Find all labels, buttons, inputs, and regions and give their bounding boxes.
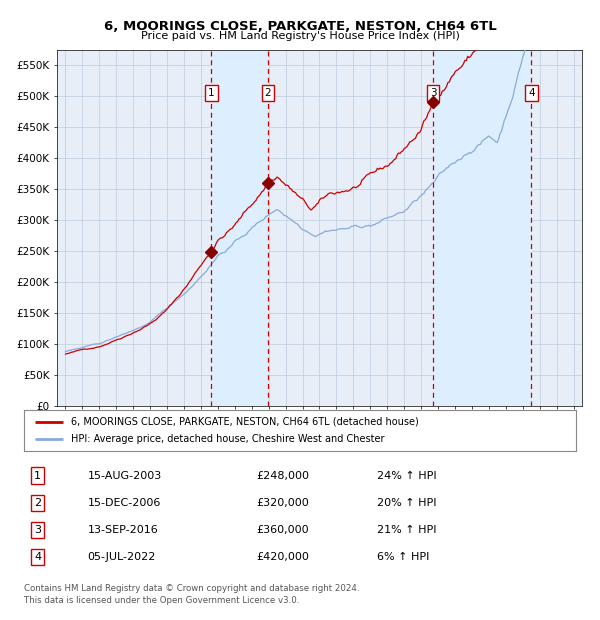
- Text: 21% ↑ HPI: 21% ↑ HPI: [377, 525, 437, 535]
- Text: 6, MOORINGS CLOSE, PARKGATE, NESTON, CH64 6TL (detached house): 6, MOORINGS CLOSE, PARKGATE, NESTON, CH6…: [71, 417, 419, 427]
- Text: £248,000: £248,000: [256, 471, 309, 480]
- Text: 4: 4: [528, 88, 535, 98]
- Text: 3: 3: [430, 88, 436, 98]
- Text: £320,000: £320,000: [256, 498, 308, 508]
- Text: HPI: Average price, detached house, Cheshire West and Chester: HPI: Average price, detached house, Ches…: [71, 435, 385, 445]
- Text: 6, MOORINGS CLOSE, PARKGATE, NESTON, CH64 6TL: 6, MOORINGS CLOSE, PARKGATE, NESTON, CH6…: [104, 20, 496, 33]
- Text: 24% ↑ HPI: 24% ↑ HPI: [377, 471, 437, 480]
- Text: 15-AUG-2003: 15-AUG-2003: [88, 471, 162, 480]
- Text: 1: 1: [34, 471, 41, 480]
- Text: 15-DEC-2006: 15-DEC-2006: [88, 498, 161, 508]
- Text: £420,000: £420,000: [256, 552, 309, 562]
- Text: 4: 4: [34, 552, 41, 562]
- Text: 05-JUL-2022: 05-JUL-2022: [88, 552, 156, 562]
- Text: Contains HM Land Registry data © Crown copyright and database right 2024.: Contains HM Land Registry data © Crown c…: [24, 585, 359, 593]
- Text: 6% ↑ HPI: 6% ↑ HPI: [377, 552, 430, 562]
- Text: 1: 1: [208, 88, 215, 98]
- Bar: [433, 50, 532, 406]
- Text: 20% ↑ HPI: 20% ↑ HPI: [377, 498, 437, 508]
- Text: 3: 3: [34, 525, 41, 535]
- Text: £360,000: £360,000: [256, 525, 308, 535]
- Text: 2: 2: [34, 498, 41, 508]
- Text: 2: 2: [265, 88, 271, 98]
- Text: This data is licensed under the Open Government Licence v3.0.: This data is licensed under the Open Gov…: [24, 596, 299, 604]
- Text: Price paid vs. HM Land Registry's House Price Index (HPI): Price paid vs. HM Land Registry's House …: [140, 31, 460, 41]
- Bar: [211, 50, 268, 406]
- Text: 13-SEP-2016: 13-SEP-2016: [88, 525, 158, 535]
